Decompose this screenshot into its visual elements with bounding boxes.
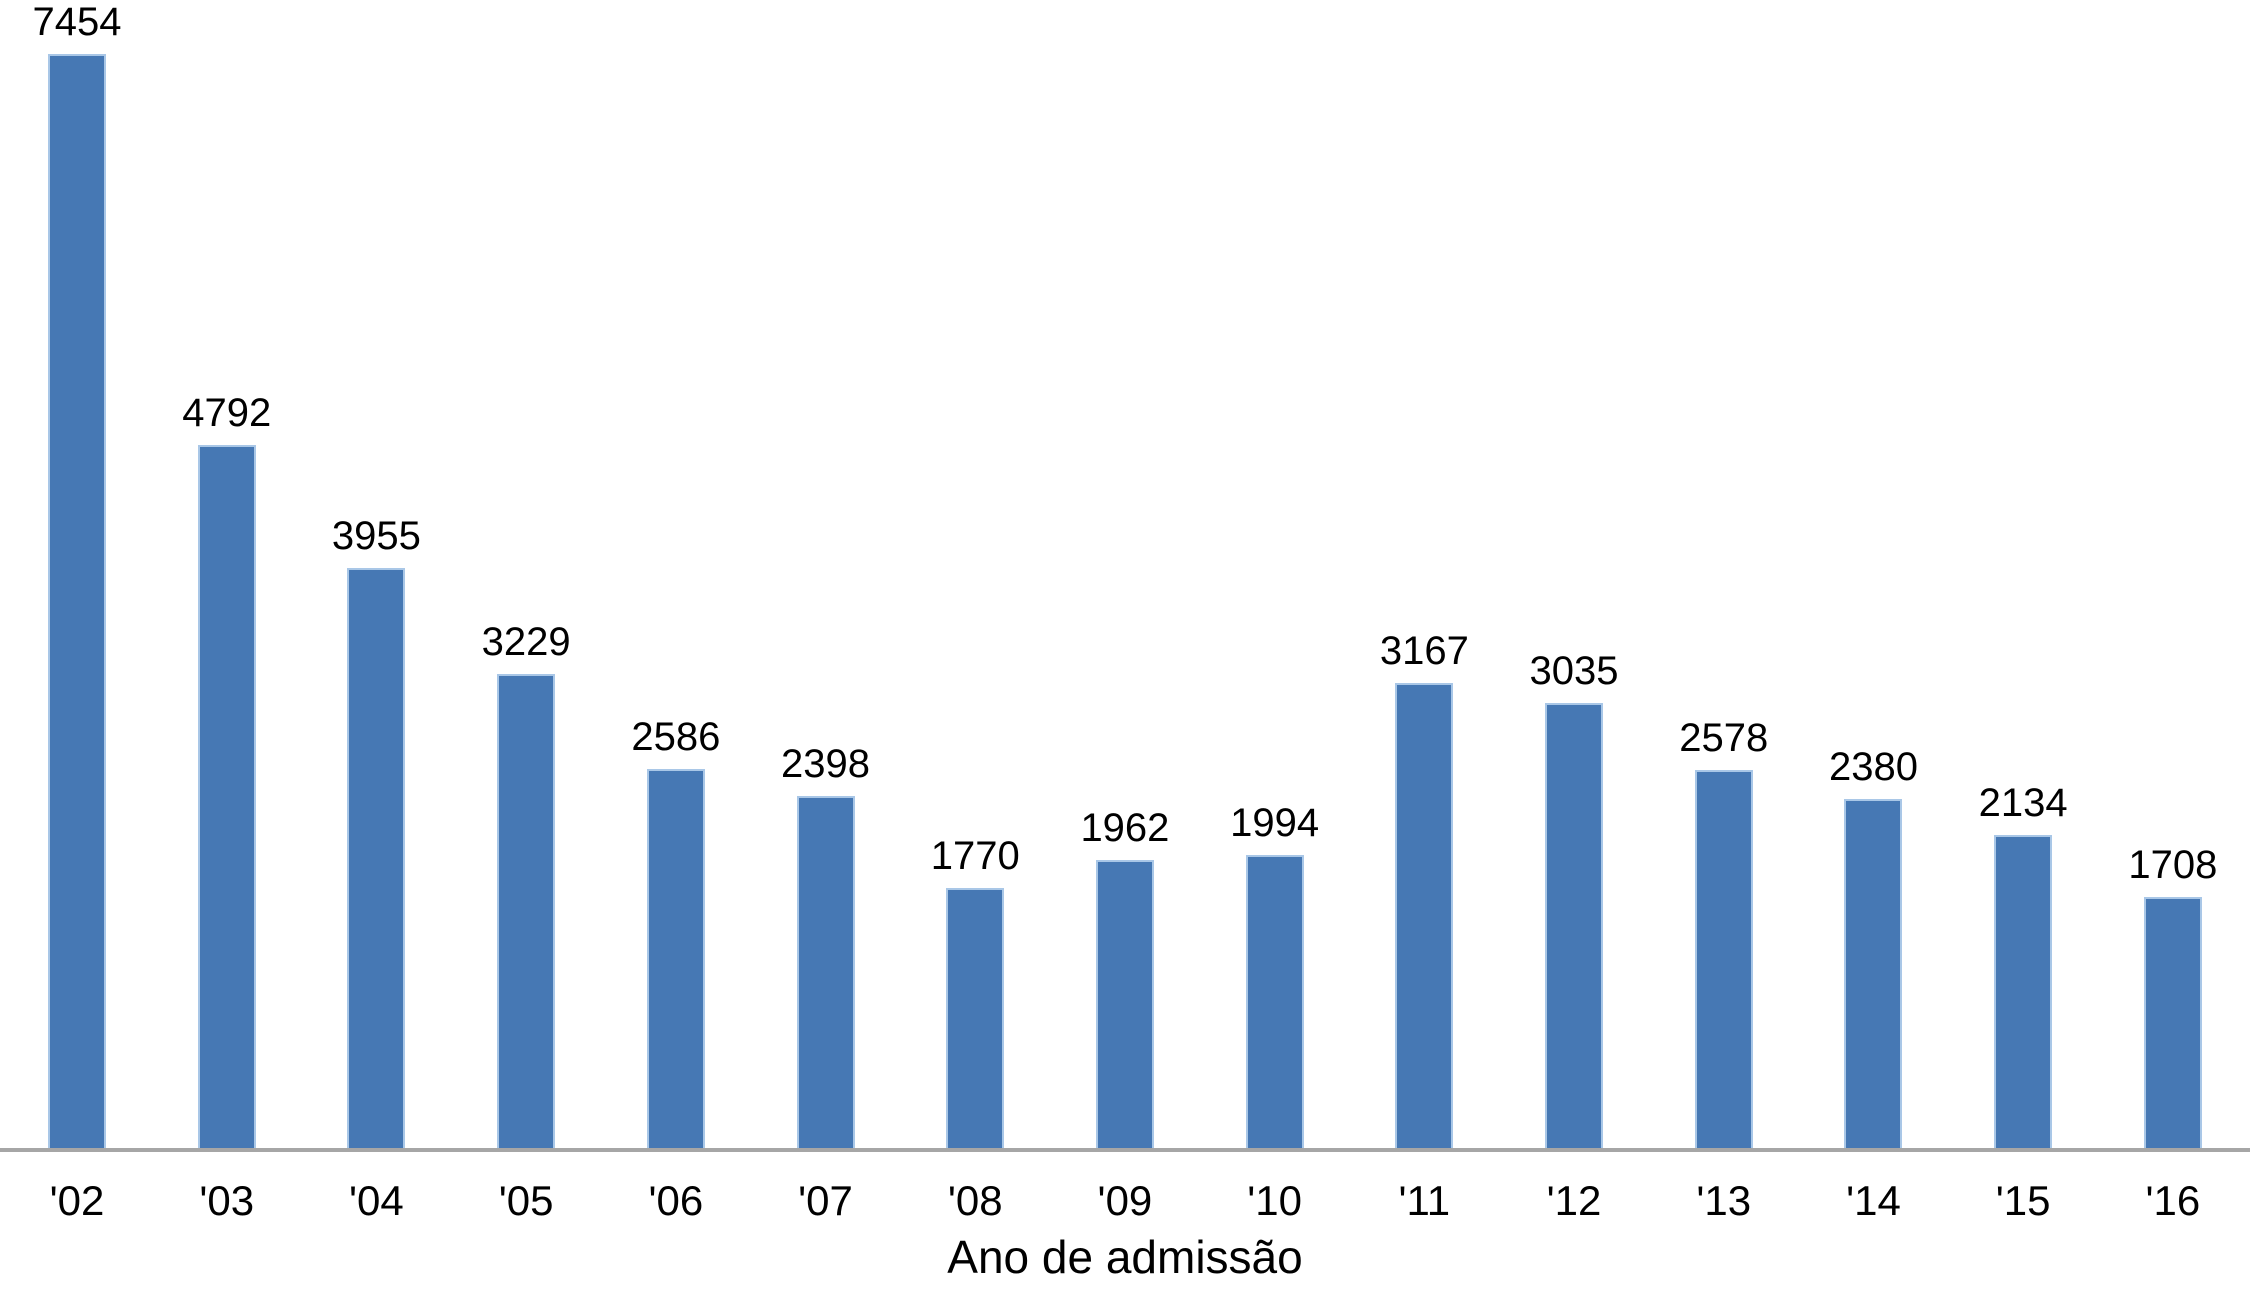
- bar-column: 3955: [332, 514, 421, 1148]
- bar-column: 2398: [781, 742, 870, 1148]
- bar-value-label: 3955: [331, 513, 421, 558]
- bar-column: 1994: [1230, 801, 1319, 1148]
- bar-column: 2380: [1829, 745, 1918, 1148]
- bar-column: 2586: [631, 715, 720, 1148]
- bar: [1095, 860, 1154, 1148]
- x-tick-label: '16: [2145, 1177, 2201, 1224]
- x-tick-label: '15: [1995, 1177, 2051, 1224]
- bar: [646, 768, 705, 1148]
- bar: [197, 444, 256, 1148]
- bar: [1694, 769, 1753, 1148]
- bar-column: 3167: [1380, 629, 1469, 1148]
- x-axis-title: Ano de admissão: [947, 1231, 1303, 1283]
- bar-value-label: 1962: [1080, 806, 1170, 850]
- bar: [497, 674, 556, 1148]
- bar-value-label: 1708: [2128, 843, 2218, 888]
- bar-value-label: 1770: [930, 834, 1020, 879]
- bar-column: 3035: [1530, 649, 1619, 1148]
- x-tick-label: '14: [1846, 1177, 1901, 1224]
- x-tick-label: '12: [1546, 1177, 1602, 1224]
- bar-value-label: 2586: [631, 714, 721, 759]
- x-tick-label: '04: [349, 1177, 404, 1224]
- bar-value-label: 1994: [1230, 801, 1320, 846]
- x-tick-label: '11: [1398, 1177, 1451, 1224]
- x-tick-label: '02: [49, 1177, 105, 1224]
- bar-column: 1962: [1080, 806, 1169, 1148]
- bar-value-label: 2578: [1679, 715, 1769, 760]
- x-axis-line: [0, 1148, 2250, 1152]
- x-tick-label: '10: [1247, 1177, 1302, 1224]
- bar: [1994, 834, 2053, 1148]
- x-tick-label: '09: [1097, 1177, 1153, 1224]
- bar-column: 2134: [1979, 781, 2068, 1148]
- bar-value-label: 2398: [781, 742, 871, 787]
- bar-column: 3229: [482, 620, 571, 1148]
- plot-area: 7454 4792 3955 3229 2586 2398 1770 1962 1994 3167…: [33, 0, 2217, 1148]
- bar: [2143, 897, 2202, 1148]
- bar: [1245, 855, 1304, 1148]
- bar: [1545, 702, 1604, 1148]
- bar-value-label: 7454: [32, 0, 122, 44]
- bar-value-label: 2134: [1978, 780, 2068, 825]
- x-tick-label: '13: [1696, 1177, 1752, 1224]
- bar: [796, 796, 855, 1148]
- x-tick-label: '07: [798, 1177, 853, 1224]
- x-tick-label: '06: [648, 1177, 704, 1224]
- bar-column: 4792: [182, 391, 271, 1148]
- bar-column: 1770: [931, 834, 1020, 1148]
- bar-column: 1708: [2128, 843, 2217, 1148]
- bar-value-label: 3229: [481, 620, 571, 665]
- bar-value-label: 3035: [1529, 648, 1619, 693]
- bar-column: 2578: [1679, 716, 1768, 1148]
- x-tick-label: '03: [199, 1177, 255, 1224]
- bar-value-label: 3167: [1379, 629, 1469, 674]
- x-axis-tick-labels: '02 '03 '04 '05 '06 '07 '08 '09 '10 '11 '12 '13 '14 '…: [0, 1177, 2250, 1224]
- bar: [48, 54, 106, 1148]
- bar-value-label: 2380: [1828, 744, 1918, 789]
- bar: [1844, 798, 1903, 1148]
- bar-column: 7454: [33, 0, 122, 1148]
- bar: [946, 888, 1005, 1148]
- bar: [347, 567, 406, 1148]
- bar-value-label: 4792: [182, 390, 272, 435]
- bar: [1395, 683, 1454, 1148]
- x-tick-label: '05: [498, 1177, 554, 1224]
- x-tick-label: '08: [947, 1177, 1003, 1224]
